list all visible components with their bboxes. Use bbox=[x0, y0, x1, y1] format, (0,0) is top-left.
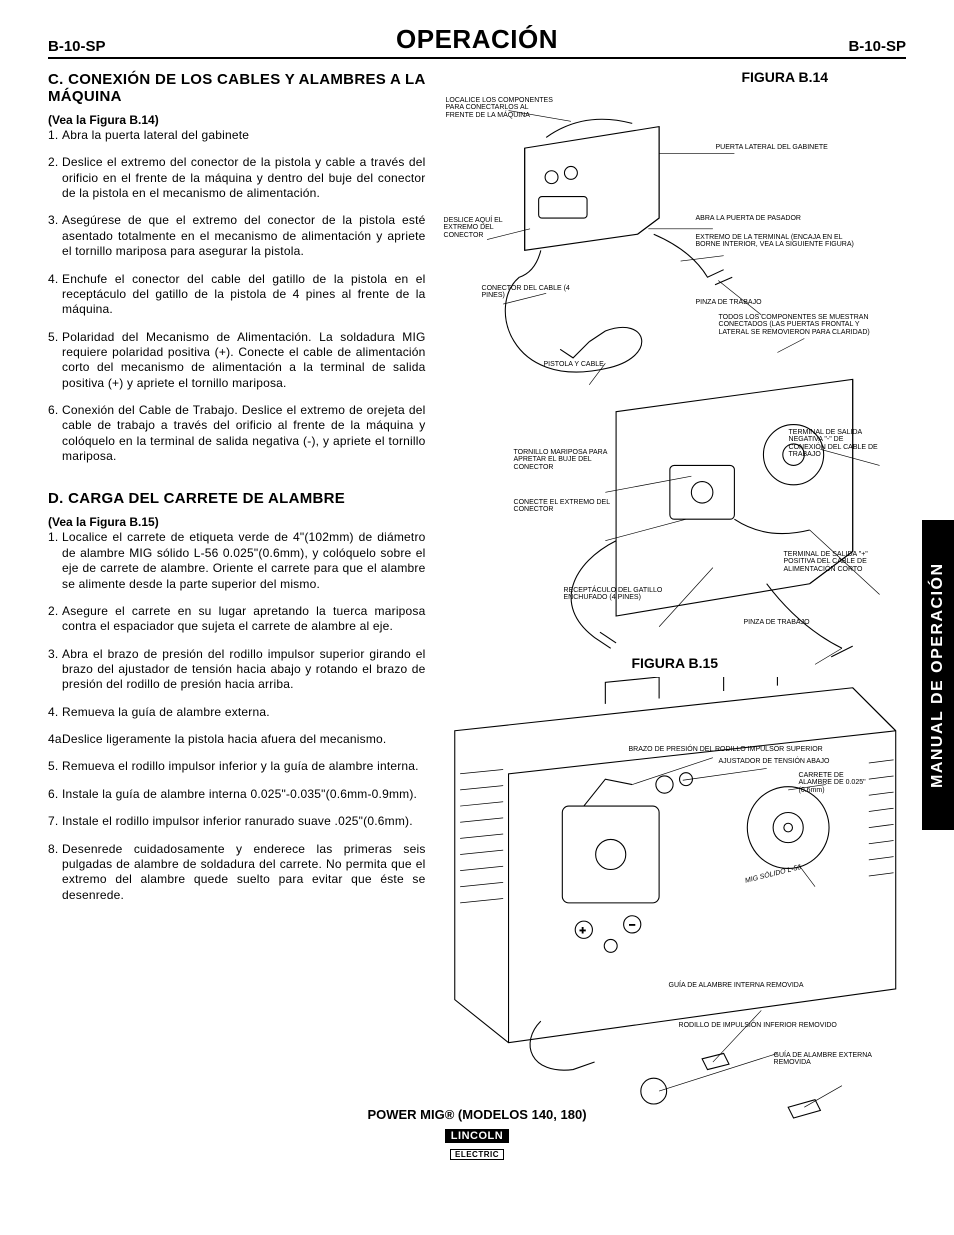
fig-b14-caption: FIGURA B.14 bbox=[664, 69, 906, 85]
section-d-title: D. CARGA DEL CARRETE DE ALAMBRE bbox=[48, 490, 426, 507]
step-c1: Abra la puerta lateral del gabinete bbox=[48, 128, 426, 143]
lbl-lower-roll: RODILLO DE IMPULSIÓN INFERIOR REMOVIDO bbox=[679, 1022, 874, 1029]
left-column: C. CONEXIÓN DE LOS CABLES Y ALAMBRES A L… bbox=[48, 69, 426, 1097]
lbl-tension: AJUSTADOR DE TENSIÓN ABAJO bbox=[719, 758, 859, 765]
lbl-trigger: RECEPTÁCULO DEL GATILLO ENCHUFADO (4 PIN… bbox=[564, 587, 694, 602]
lbl-press-arm: BRAZO DE PRESIÓN DEL RODILLO IMPULSOR SU… bbox=[629, 746, 829, 753]
page-header: B-10-SP OPERACIÓN B-10-SP bbox=[48, 24, 906, 59]
lbl-spool: CARRETE DE ALAMBRE DE 0.025" (0.6mm) bbox=[799, 772, 874, 794]
lbl-all-shown: TODOS LOS COMPONENTES SE MUESTRAN CONECT… bbox=[719, 314, 874, 336]
lbl-term-ext: EXTREMO DE LA TERMINAL (ENCAJA EN EL BOR… bbox=[696, 234, 856, 249]
logo-sub: ELECTRIC bbox=[450, 1149, 504, 1160]
step-d4a: Deslice ligeramente la pistola hacia afu… bbox=[48, 732, 426, 747]
step-d5: Remueva el rodillo impulsor inferior y l… bbox=[48, 759, 426, 774]
lbl-conn-end: CONECTE EL EXTREMO DEL CONECTOR bbox=[514, 499, 614, 514]
step-d3: Abra el brazo de presión del rodillo imp… bbox=[48, 647, 426, 693]
section-d-ref: (Vea la Figura B.15) bbox=[48, 515, 426, 529]
step-d8: Desenrede cuidadosamente y enderece las … bbox=[48, 842, 426, 903]
section-d-steps: Localice el carrete de etiqueta verde de… bbox=[48, 530, 426, 902]
lbl-outer-guide: GUÍA DE ALAMBRE EXTERNA REMOVIDA bbox=[774, 1052, 874, 1067]
header-title: OPERACIÓN bbox=[396, 24, 558, 55]
right-column: FIGURA B.14 bbox=[444, 69, 906, 1097]
lbl-pos-term: TERMINAL DE SALIDA "+" POSITIVA DEL CABL… bbox=[784, 551, 879, 573]
section-c-steps: Abra la puerta lateral del gabinete Desl… bbox=[48, 128, 426, 464]
step-c4: Enchufe el conector del cable del gatill… bbox=[48, 272, 426, 318]
step-c3: Asegúrese de que el extremo del conector… bbox=[48, 213, 426, 259]
step-d4: Remueva la guía de alambre externa. bbox=[48, 705, 426, 720]
step-d6: Instale la guía de alambre interna 0.025… bbox=[48, 787, 426, 802]
footer-logo: LINCOLN ELECTRIC bbox=[445, 1126, 509, 1162]
logo-brand: LINCOLN bbox=[445, 1129, 509, 1143]
step-c2: Deslice el extremo del conector de la pi… bbox=[48, 155, 426, 201]
lbl-side-door: PUERTA LATERAL DEL GABINETE bbox=[716, 144, 866, 151]
header-left: B-10-SP bbox=[48, 38, 106, 55]
lbl-cable-conn: CONECTOR DEL CABLE (4 PINES) bbox=[482, 285, 572, 300]
lbl-work-clamp1: PINZA DE TRABAJO bbox=[696, 299, 786, 306]
step-c6: Conexión del Cable de Trabajo. Deslice e… bbox=[48, 403, 426, 464]
side-tab: MANUAL DE OPERACIÓN bbox=[922, 520, 954, 830]
step-d1: Localice el carrete de etiqueta verde de… bbox=[48, 530, 426, 591]
lbl-thumb-screw: TORNILLO MARIPOSA PARA APRETAR EL BUJE D… bbox=[514, 449, 614, 471]
step-c5: Polaridad del Mecanismo de Alimentación.… bbox=[48, 330, 426, 391]
lbl-neg-term: TERMINAL DE SALIDA NEGATIVA "-" DE CONEX… bbox=[789, 429, 879, 458]
section-c-ref: (Vea la Figura B.14) bbox=[48, 113, 426, 127]
header-right: B-10-SP bbox=[848, 38, 906, 55]
lbl-locate: LOCALICE LOS COMPONENTES PARA CONECTARLO… bbox=[446, 97, 556, 119]
lbl-work-clamp2: PINZA DE TRABAJO bbox=[744, 619, 834, 626]
section-c-title: C. CONEXIÓN DE LOS CABLES Y ALAMBRES A L… bbox=[48, 71, 426, 105]
svg-text:−: − bbox=[629, 920, 635, 932]
lbl-slide: DESLICE AQUÍ EL EXTREMO DEL CONECTOR bbox=[444, 217, 514, 239]
figure-b15: + − bbox=[444, 677, 906, 1097]
lbl-open-latch: ABRA LA PUERTA DE PASADOR bbox=[696, 215, 846, 222]
step-d2: Asegure el carrete en su lugar apretando… bbox=[48, 604, 426, 635]
fig-b14-svg bbox=[444, 89, 906, 670]
figure-b14: LOCALICE LOS COMPONENTES PARA CONECTARLO… bbox=[444, 89, 906, 629]
lbl-gun-cable: PISTOLA Y CABLE bbox=[544, 361, 634, 368]
svg-text:+: + bbox=[579, 925, 585, 937]
step-d7: Instale el rodillo impulsor inferior ran… bbox=[48, 814, 426, 829]
lbl-inner-guide: GUÍA DE ALAMBRE INTERNA REMOVIDA bbox=[669, 982, 849, 989]
